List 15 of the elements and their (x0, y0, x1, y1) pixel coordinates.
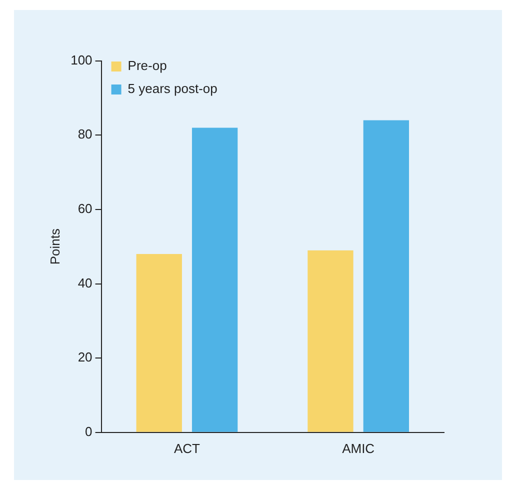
bar (363, 120, 409, 432)
y-tick-label: 20 (78, 350, 92, 365)
legend-label: Pre-op (128, 58, 167, 74)
y-axis-title: Points (47, 228, 62, 265)
y-tick-label: 100 (70, 52, 92, 68)
y-tick-label: 40 (78, 275, 92, 290)
x-tick-label: AMIC (342, 440, 375, 456)
x-tick-label: ACT (174, 440, 200, 456)
bar (192, 128, 238, 432)
bar (136, 254, 182, 432)
y-tick-label: 60 (78, 201, 92, 216)
y-tick-label: 0 (85, 424, 92, 439)
y-tick-label: 80 (78, 126, 92, 142)
legend-label: 5 years post-op (128, 81, 218, 96)
bar (308, 250, 354, 432)
